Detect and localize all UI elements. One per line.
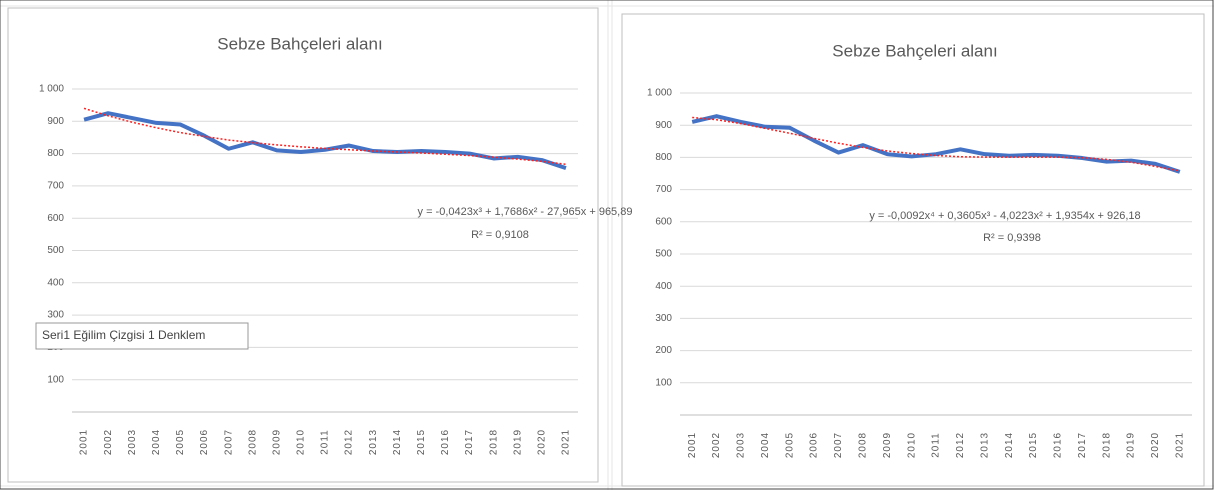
r-squared: R² = 0,9108 <box>471 229 529 241</box>
x-tick-label: 2007 <box>223 429 234 455</box>
x-tick-label: 2015 <box>416 429 427 455</box>
trend-equation: y = -0,0423x³ + 1,7686x² - 27,965x + 965… <box>418 206 633 218</box>
x-tick-label: 2020 <box>1150 432 1161 458</box>
r-squared: R² = 0,9398 <box>983 232 1041 244</box>
x-tick-label: 2002 <box>103 429 114 455</box>
data-line <box>691 114 1181 174</box>
x-tick-label: 2009 <box>882 432 893 458</box>
y-tick-label: 700 <box>47 181 64 192</box>
y-tick-label: 300 <box>655 313 672 324</box>
x-tick-label: 2007 <box>833 432 844 458</box>
chart-title: Sebze Bahçeleri alanı <box>832 41 997 60</box>
x-tick-label: 2001 <box>79 429 90 455</box>
chart-title: Sebze Bahçeleri alanı <box>217 34 382 53</box>
y-tick-label: 400 <box>655 281 672 292</box>
x-tick-label: 2006 <box>199 429 210 455</box>
trend-equation: y = -0,0092x⁴ + 0,3605x³ - 4,0223x² + 1,… <box>869 210 1140 222</box>
x-tick-label: 2012 <box>344 429 355 455</box>
x-tick-label: 2021 <box>561 429 572 455</box>
y-tick-label: 400 <box>47 277 64 288</box>
x-tick-label: 2008 <box>247 429 258 455</box>
x-tick-label: 2005 <box>175 429 186 455</box>
trend-line <box>83 107 567 166</box>
trend-line <box>692 116 1180 172</box>
x-tick-label: 2013 <box>368 429 379 455</box>
x-tick-label: 2010 <box>296 429 307 455</box>
chart-frame <box>7 7 599 483</box>
x-tick-label: 2009 <box>271 429 282 455</box>
x-tick-label: 2020 <box>536 429 547 455</box>
x-tick-label: 2003 <box>127 429 138 455</box>
x-tick-label: 2004 <box>151 429 162 455</box>
x-tick-label: 2003 <box>736 432 747 458</box>
y-tick-label: 200 <box>655 345 672 356</box>
x-tick-label: 2019 <box>1126 432 1137 458</box>
y-tick-label: 600 <box>655 216 672 227</box>
x-tick-label: 2001 <box>687 432 698 458</box>
y-tick-label: 1 000 <box>647 88 672 99</box>
x-tick-label: 2011 <box>931 432 942 458</box>
x-tick-label: 2011 <box>320 429 331 455</box>
y-tick-label: 1 000 <box>39 84 64 95</box>
y-tick-label: 600 <box>47 213 64 224</box>
y-tick-label: 700 <box>655 184 672 195</box>
x-tick-label: 2014 <box>1004 432 1015 458</box>
x-tick-label: 2012 <box>955 432 966 458</box>
x-tick-label: 2013 <box>979 432 990 458</box>
x-tick-label: 2014 <box>392 429 403 455</box>
x-tick-label: 2018 <box>488 429 499 455</box>
x-tick-label: 2002 <box>711 432 722 458</box>
x-tick-label: 2018 <box>1101 432 1112 458</box>
x-tick-label: 2017 <box>1077 432 1088 458</box>
y-tick-label: 100 <box>655 377 672 388</box>
y-tick-label: 800 <box>47 148 64 159</box>
x-tick-label: 2010 <box>906 432 917 458</box>
y-tick-label: 900 <box>655 120 672 131</box>
y-tick-label: 800 <box>655 152 672 163</box>
x-tick-label: 2006 <box>809 432 820 458</box>
x-tick-label: 2016 <box>1053 432 1064 458</box>
tooltip-box <box>35 322 249 350</box>
x-tick-label: 2015 <box>1028 432 1039 458</box>
x-tick-label: 2017 <box>464 429 475 455</box>
x-tick-label: 2019 <box>512 429 523 455</box>
y-tick-label: 300 <box>47 310 64 321</box>
x-tick-label: 2016 <box>440 429 451 455</box>
y-tick-label: 500 <box>655 249 672 260</box>
x-tick-label: 2008 <box>857 432 868 458</box>
x-tick-label: 2004 <box>760 432 771 458</box>
y-tick-label: 100 <box>47 374 64 385</box>
x-tick-label: 2021 <box>1174 432 1185 458</box>
x-tick-label: 2005 <box>784 432 795 458</box>
y-tick-label: 900 <box>47 116 64 127</box>
y-tick-label: 500 <box>47 245 64 256</box>
tooltip: Seri1 Eğilim Çizgisi 1 Denklem <box>42 328 205 342</box>
